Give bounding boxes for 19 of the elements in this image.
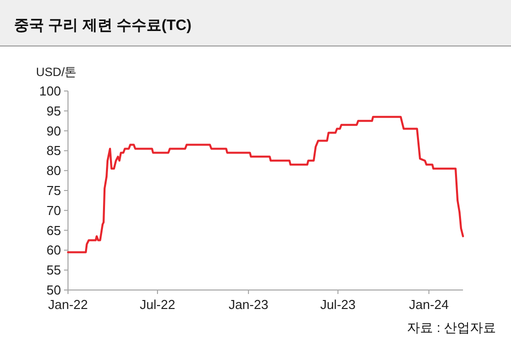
text: 자료 : 산업자료 xyxy=(407,320,496,335)
y-tick-label: 90 xyxy=(46,123,61,138)
y-tick-label: 50 xyxy=(46,282,61,298)
chart-title: 중국 구리 제련 수수료(TC) xyxy=(14,17,192,34)
y-tick-label: 100 xyxy=(39,84,61,98)
x-tick-label: Jan-24 xyxy=(409,297,449,312)
y-tick-label: 75 xyxy=(46,183,61,198)
x-tick-label: Jul-22 xyxy=(140,297,176,312)
y-tick-label: 55 xyxy=(46,262,61,278)
y-tick-label: 65 xyxy=(46,222,61,238)
x-tick-label: Jan-22 xyxy=(48,297,88,312)
y-axis-title: USD/톤 xyxy=(36,65,77,79)
x-tick-label: Jan-23 xyxy=(228,297,268,312)
x-tick-label: Jul-23 xyxy=(320,297,356,312)
y-tick-label: 70 xyxy=(46,202,61,218)
y-tick-label: 85 xyxy=(46,143,61,158)
y-tick-label: 95 xyxy=(46,103,61,118)
y-tick-label: 80 xyxy=(46,163,61,178)
y-tick-label: 60 xyxy=(46,242,61,258)
